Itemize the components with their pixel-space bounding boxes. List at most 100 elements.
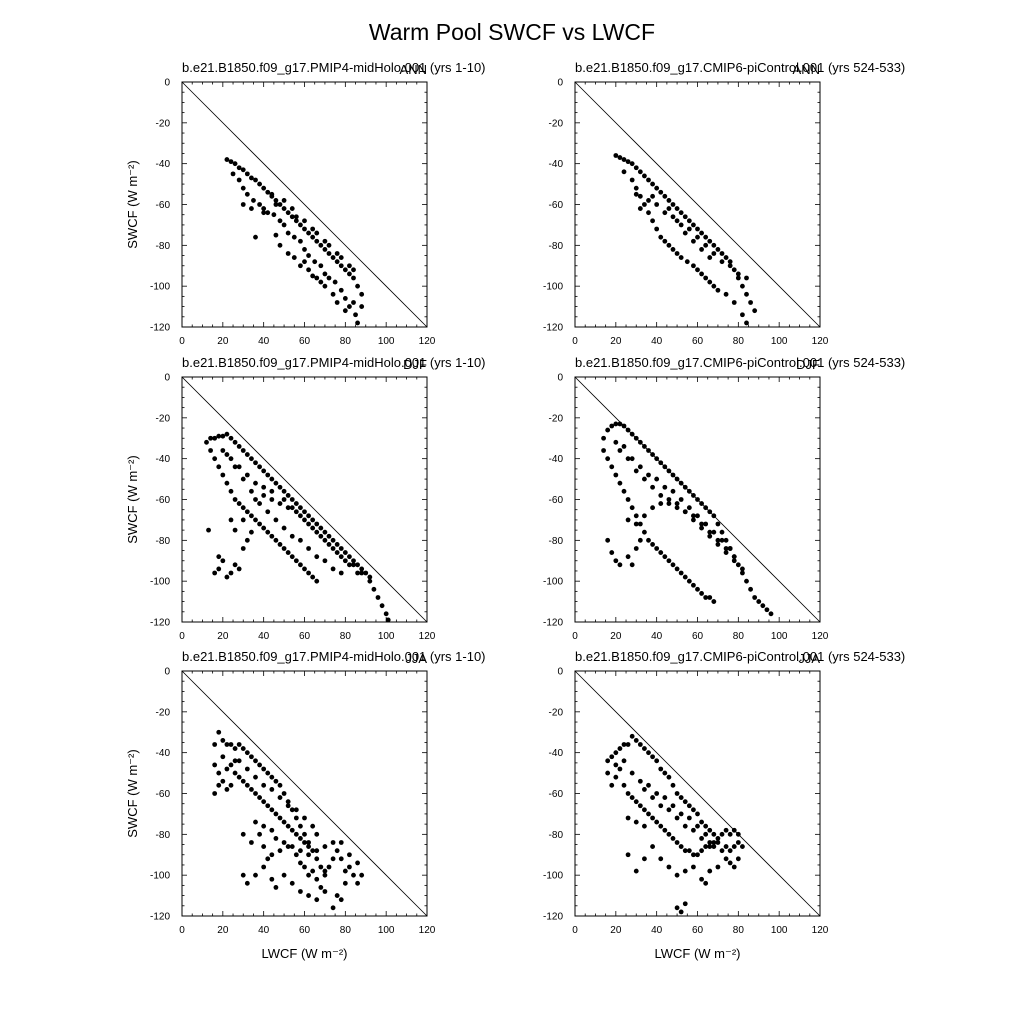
scatter-point: [658, 856, 664, 862]
scatter-point: [662, 464, 668, 470]
scatter-point: [342, 880, 348, 886]
panel-subtitle-right: JJA: [798, 651, 820, 666]
y-tick-label: -80: [156, 241, 171, 252]
scatter-point: [257, 795, 262, 800]
scatter-point: [353, 312, 358, 318]
scatter-point: [674, 218, 680, 224]
scatter-point: [342, 267, 348, 273]
scatter-point: [273, 202, 279, 207]
scatter-point: [707, 595, 713, 600]
scatter-point: [285, 251, 291, 256]
scatter-point: [601, 448, 606, 453]
scatter-point: [707, 279, 713, 285]
scatter-point: [330, 255, 336, 260]
scatter-point: [236, 177, 242, 183]
scatter-point: [359, 570, 365, 576]
scatter-point: [678, 909, 684, 915]
scatter-point: [707, 844, 713, 849]
scatter-point: [273, 778, 279, 784]
scatter-point: [686, 218, 692, 224]
scatter-point: [240, 831, 246, 837]
scatter-point: [293, 218, 299, 224]
scatter-point: [289, 206, 295, 211]
y-tick-label: -120: [543, 323, 563, 334]
scatter-point: [703, 595, 709, 600]
scatter-point: [298, 238, 303, 244]
scatter-point: [658, 501, 664, 506]
x-tick-label: 40: [258, 925, 270, 936]
scatter-point: [731, 844, 737, 849]
scatter-point: [220, 448, 226, 453]
scatter-point: [330, 546, 336, 551]
scatter-point: [347, 562, 352, 568]
scatter-point: [699, 501, 704, 506]
scatter-point: [674, 815, 680, 821]
scatter-point: [334, 893, 340, 898]
y-tick-label: -120: [543, 912, 563, 923]
scatter-point: [220, 738, 226, 743]
y-tick-label: -20: [156, 707, 171, 718]
scatter-point: [662, 795, 668, 800]
scatter-point: [298, 222, 303, 228]
panel-subtitle-right: DJF: [796, 357, 820, 372]
scatter-point: [658, 493, 664, 498]
scatter-point: [298, 836, 303, 841]
scatter-point: [253, 460, 258, 466]
scatter-point: [249, 840, 254, 845]
scatter-point: [212, 456, 218, 462]
x-tick-label: 80: [733, 925, 745, 936]
scatter-point: [253, 872, 258, 878]
scatter-point: [703, 831, 709, 837]
scatter-point: [617, 448, 623, 453]
scatter-point: [289, 214, 295, 220]
scatter-point: [322, 238, 328, 244]
x-tick-label: 80: [733, 631, 745, 642]
scatter-point: [289, 533, 295, 539]
scatter-point: [642, 513, 647, 519]
scatter-point: [306, 570, 311, 576]
scatter-point: [253, 758, 258, 764]
scatter-point: [224, 452, 230, 457]
scatter-point: [650, 218, 655, 224]
scatter-point: [220, 558, 226, 564]
scatter-point: [621, 169, 627, 175]
scatter-point: [298, 513, 303, 519]
scatter-point: [228, 782, 234, 788]
scatter-point: [334, 300, 340, 305]
scatter-point: [605, 758, 611, 764]
scatter-point: [744, 291, 749, 297]
scatter-point: [637, 464, 643, 470]
scatter-point: [244, 750, 250, 756]
scatter-point: [240, 778, 246, 784]
scatter-point: [322, 868, 328, 874]
x-tick-label: 20: [610, 925, 622, 936]
scatter-point: [650, 795, 655, 800]
scatter-series: [605, 733, 745, 915]
scatter-point: [277, 795, 283, 800]
scatter-point: [682, 230, 688, 236]
scatter-point: [723, 856, 729, 862]
scatter-point: [359, 304, 365, 309]
scatter-point: [707, 509, 713, 515]
y-tick-label: -80: [549, 536, 564, 547]
scatter-point: [703, 844, 709, 849]
scatter-point: [723, 546, 729, 551]
scatter-point: [686, 226, 692, 232]
scatter-point: [633, 468, 639, 474]
scatter-point: [240, 746, 246, 751]
scatter-point: [678, 210, 684, 216]
x-tick-label: 60: [299, 925, 311, 936]
scatter-point: [265, 509, 271, 515]
scatter-point: [310, 525, 316, 531]
scatter-point: [240, 517, 246, 523]
scatter-point: [261, 766, 267, 772]
scatter-point: [691, 263, 696, 269]
scatter-point: [314, 230, 320, 236]
scatter-point: [240, 872, 246, 878]
scatter-point: [355, 320, 360, 326]
scatter-point: [318, 279, 324, 285]
scatter-point: [285, 230, 291, 236]
scatter-point: [355, 283, 360, 289]
scatter-point: [707, 238, 713, 244]
x-tick-label: 120: [419, 925, 436, 936]
